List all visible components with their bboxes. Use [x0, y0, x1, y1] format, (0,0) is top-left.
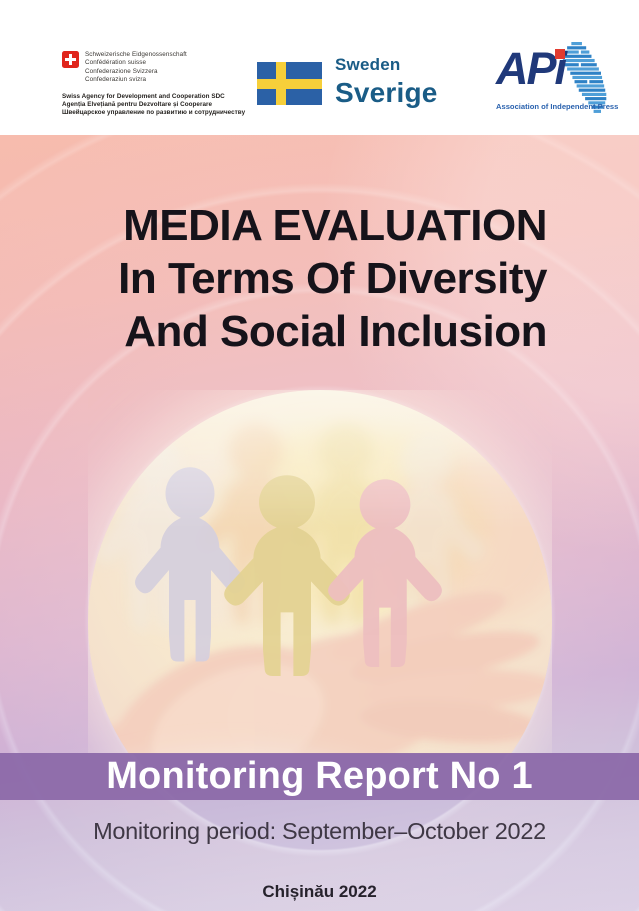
- sdc-agency-names: Swiss Agency for Development and Coopera…: [62, 93, 247, 117]
- report-number-banner: Monitoring Report No 1: [0, 753, 639, 800]
- cover-background: MEDIA EVALUATION In Terms Of Diversity A…: [0, 135, 639, 911]
- sweden-wordmark: Sweden Sverige: [335, 55, 438, 109]
- partner-logos-bar: Schweizerische Eidgenossenschaft Confédé…: [0, 0, 639, 135]
- confederation-line: Confederaziun svizra: [85, 75, 147, 83]
- api-caption: Association of Independent Press: [496, 102, 619, 111]
- title-line-3: And Social Inclusion: [124, 307, 547, 356]
- confederation-line: Schweizerische Eidgenossenschaft: [85, 51, 187, 58]
- photo-top-highlight: [88, 390, 552, 754]
- agency-line: Швейцарское управление по развитию и сот…: [62, 109, 246, 117]
- flag-cross-horizontal: [257, 79, 322, 89]
- sdc-logo-top: Schweizerische Eidgenossenschaft Confédé…: [62, 51, 247, 84]
- monitoring-period: Monitoring period: September–October 202…: [93, 818, 546, 844]
- swedish-flag-icon: [257, 62, 322, 105]
- agency-line: Agenția Elvețiană pentru Dezvoltare și C…: [62, 101, 213, 109]
- swiss-confederation-names: Schweizerische Eidgenossenschaft Confédé…: [85, 51, 187, 84]
- sverige-label: Sverige: [335, 77, 438, 108]
- hand-holding-paper-people-illustration: [88, 390, 552, 754]
- swiss-flag-icon: [62, 51, 79, 68]
- sweden-label: Sweden: [335, 55, 401, 74]
- moldova-map-icon: [561, 42, 607, 113]
- api-red-dot-icon: [555, 49, 565, 59]
- banner-label: Monitoring Report No 1: [106, 755, 533, 797]
- sweden-logo: Sweden Sverige: [257, 55, 438, 109]
- api-logo: APi Association of Independent Press: [496, 42, 618, 117]
- confederation-line: Confederazione Svizzera: [85, 67, 158, 75]
- title-line-2: In Terms Of Diversity: [118, 254, 547, 303]
- agency-line: Swiss Agency for Development and Coopera…: [62, 93, 225, 101]
- cover-photo-clip: [88, 390, 552, 754]
- page-title: MEDIA EVALUATION In Terms Of Diversity A…: [118, 199, 547, 358]
- cover-photo: [88, 390, 552, 754]
- confederation-line: Confédération suisse: [85, 59, 147, 67]
- sdc-logo: Schweizerische Eidgenossenschaft Confédé…: [62, 51, 247, 117]
- title-line-1: MEDIA EVALUATION: [123, 201, 547, 250]
- place-and-year: Chișinău 2022: [262, 882, 377, 901]
